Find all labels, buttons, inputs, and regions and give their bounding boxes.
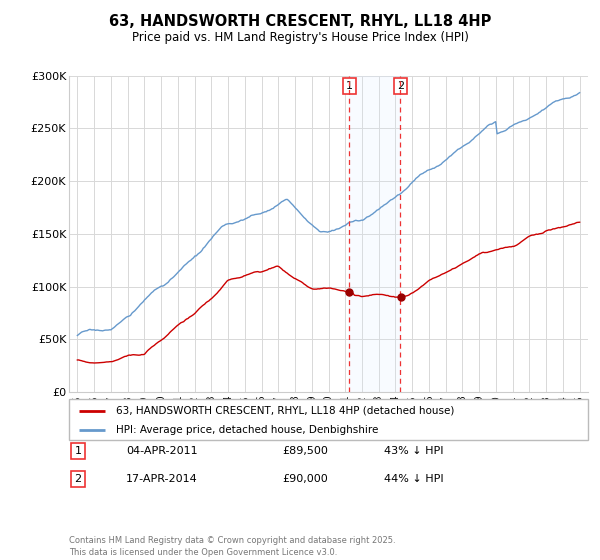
Text: 63, HANDSWORTH CRESCENT, RHYL, LL18 4HP: 63, HANDSWORTH CRESCENT, RHYL, LL18 4HP xyxy=(109,14,491,29)
Bar xyxy=(349,76,400,392)
Text: Contains HM Land Registry data © Crown copyright and database right 2025.
This d: Contains HM Land Registry data © Crown c… xyxy=(69,536,395,557)
Text: £89,500: £89,500 xyxy=(282,446,328,456)
Text: 63, HANDSWORTH CRESCENT, RHYL, LL18 4HP (detached house): 63, HANDSWORTH CRESCENT, RHYL, LL18 4HP … xyxy=(116,405,454,416)
Text: 04-APR-2011: 04-APR-2011 xyxy=(126,446,197,456)
Text: 44% ↓ HPI: 44% ↓ HPI xyxy=(384,474,443,484)
Text: HPI: Average price, detached house, Denbighshire: HPI: Average price, detached house, Denb… xyxy=(116,424,378,435)
Text: 1: 1 xyxy=(346,81,353,91)
Text: £90,000: £90,000 xyxy=(282,474,328,484)
Text: 2: 2 xyxy=(74,474,82,484)
Text: 43% ↓ HPI: 43% ↓ HPI xyxy=(384,446,443,456)
Text: 2: 2 xyxy=(397,81,404,91)
Text: 1: 1 xyxy=(74,446,82,456)
Text: Price paid vs. HM Land Registry's House Price Index (HPI): Price paid vs. HM Land Registry's House … xyxy=(131,31,469,44)
Text: 17-APR-2014: 17-APR-2014 xyxy=(126,474,198,484)
